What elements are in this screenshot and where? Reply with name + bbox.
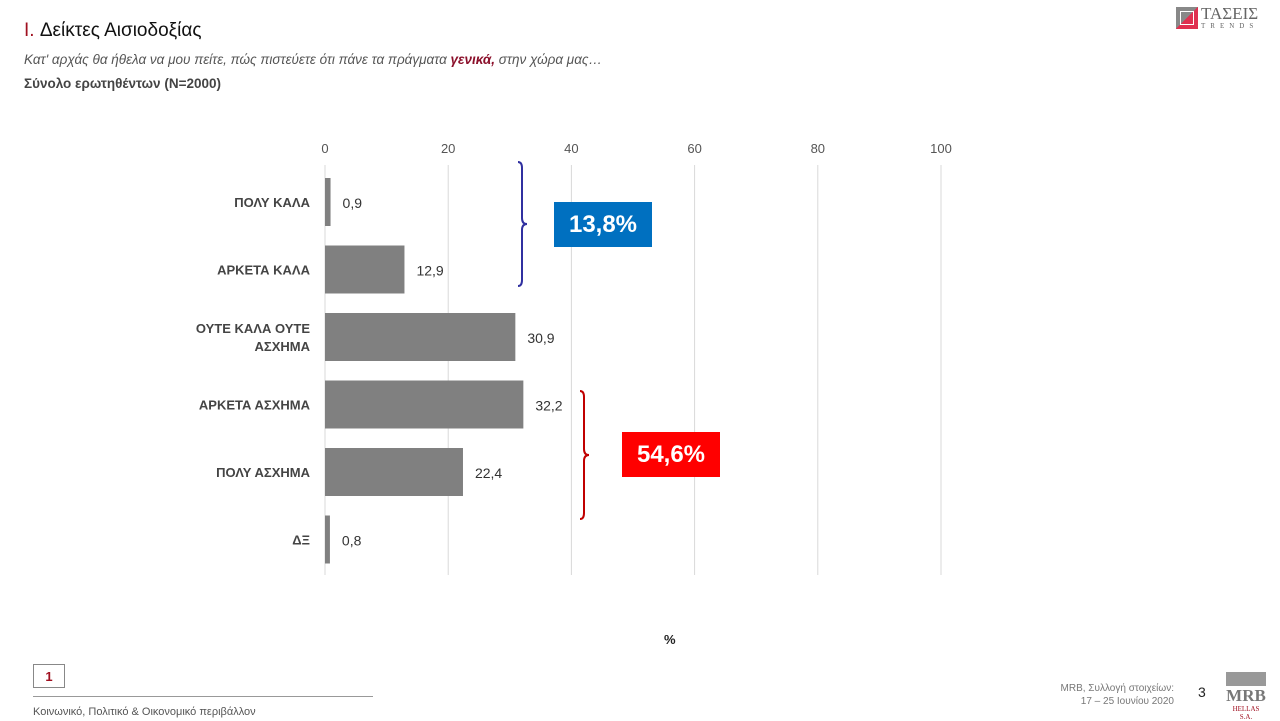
taseis-logo: ΤΑΣΕΙΣ TRENDS [1176,5,1258,30]
logo-icon [1176,7,1198,29]
sample-base: Σύνολο ερωτηθέντων (N=2000) [24,76,221,91]
page-title: I. Δείκτες Αισιοδοξίας [24,20,202,41]
mrb-logo: MRB HELLAS S.A. [1226,672,1266,721]
bar [325,178,331,226]
x-tick-label: 80 [811,141,825,156]
bar-value-label: 22,4 [475,465,502,481]
x-tick-label: 20 [441,141,455,156]
bar [325,245,405,294]
x-tick-label: 0 [321,141,328,156]
x-tick-label: 60 [687,141,701,156]
category-label: ΠΟΛΥ ΑΣΧΗΜΑ [216,465,311,480]
page-number: 3 [1198,684,1206,700]
bar [325,515,330,564]
bar [325,448,463,496]
category-label: ΟΥΤΕ ΚΑΛΑ ΟΥΤΕ ΑΣΧΗΜΑ [196,321,311,354]
footer-divider [33,696,373,697]
bar-value-label: 0,9 [343,195,363,211]
section-number: 1 [33,664,65,688]
bracket [517,161,528,287]
source-note: MRB, Συλλογή στοιχείων: 17 – 25 Ιουνίου 2… [1060,683,1174,707]
positive-total-badge: 13,8% [554,202,652,247]
bar-value-label: 0,8 [342,533,362,549]
bar-value-label: 12,9 [416,263,443,279]
x-tick-label: 100 [930,141,952,156]
bar-value-label: 30,9 [527,330,554,346]
category-label: ΠΟΛΥ ΚΑΛΑ [234,195,310,210]
category-label: ΑΡΚΕΤΑ ΚΑΛΑ [217,263,311,278]
section-title: Κοινωνικό, Πολιτικό & Οικονομικό περιβάλ… [33,706,256,718]
bracket [579,390,590,520]
bar [325,313,516,361]
bar [325,380,524,429]
x-axis-label: % [664,632,676,647]
negative-total-badge: 54,6% [622,432,720,477]
question-text: Κατ' αρχάς θα ήθελα να μου πείτε, πώς πι… [24,52,602,67]
bar-value-label: 32,2 [535,398,562,414]
category-label: ΔΞ [292,533,310,548]
category-label: ΑΡΚΕΤΑ ΑΣΧΗΜΑ [199,398,311,413]
x-tick-label: 40 [564,141,578,156]
